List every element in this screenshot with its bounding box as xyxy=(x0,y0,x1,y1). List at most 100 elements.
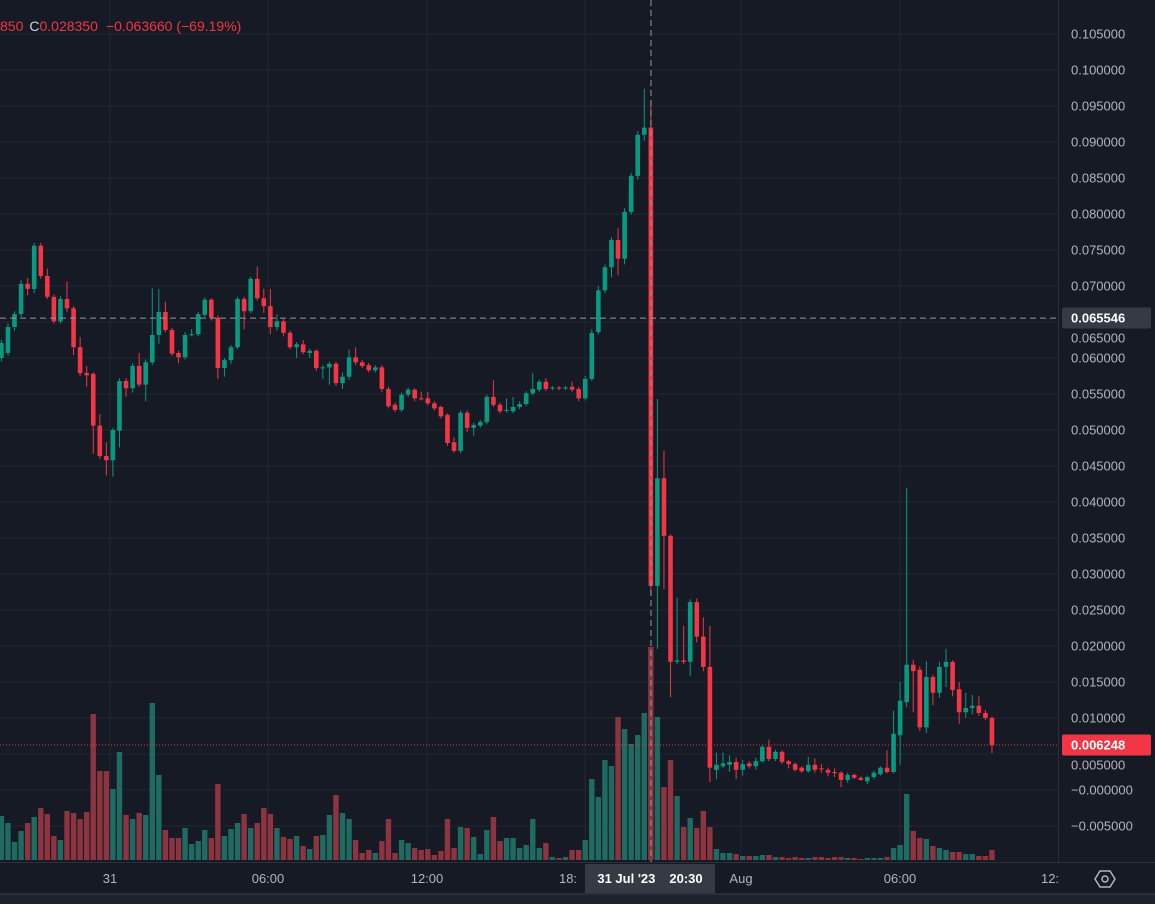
volume-bar xyxy=(149,703,155,860)
volume-bar xyxy=(241,814,247,860)
volume-bar xyxy=(70,813,77,860)
volume-bar xyxy=(949,852,956,860)
candle-body xyxy=(569,386,575,390)
candlestick-chart[interactable] xyxy=(0,0,1058,862)
candle-body xyxy=(805,764,811,772)
volume-bar xyxy=(261,808,267,860)
candle-body xyxy=(812,764,818,770)
price-tick: 0.040000 xyxy=(1071,494,1126,510)
price-tick: −0.005000 xyxy=(1071,818,1133,834)
volume-bar xyxy=(923,839,930,860)
volume-bar xyxy=(956,852,962,860)
volume-bar xyxy=(208,838,215,860)
price-tick: 0.010000 xyxy=(1071,710,1126,726)
volume-bar xyxy=(976,856,982,860)
volume-bar xyxy=(654,717,661,860)
volume-bar xyxy=(31,817,37,860)
volume-bar xyxy=(11,842,18,860)
candle-body xyxy=(307,350,313,353)
volume-bar xyxy=(687,818,693,860)
volume-bar xyxy=(51,836,57,860)
volume-bar xyxy=(569,850,575,860)
candle-body xyxy=(871,772,877,778)
candle-body xyxy=(504,409,509,411)
candle-body xyxy=(497,404,503,412)
volume-bar xyxy=(5,823,11,860)
candle-body xyxy=(582,378,588,399)
legend-low-partial: 850 xyxy=(0,18,24,34)
candle-body xyxy=(668,535,673,662)
volume-bar xyxy=(805,858,811,860)
volume-bar xyxy=(195,841,201,860)
candle-body xyxy=(241,298,247,312)
candle-body xyxy=(254,278,260,299)
candle-body xyxy=(589,332,595,379)
volume-bar xyxy=(680,827,687,860)
candle-body xyxy=(333,363,339,384)
candle-body xyxy=(300,344,306,353)
crosshair-time: 20:30 xyxy=(669,871,703,886)
candle-body xyxy=(983,712,988,718)
time-axis[interactable]: 31 06:00 12:00 18: Aug 06:00 12: 31 Jul … xyxy=(0,862,1155,894)
volume-bar xyxy=(785,858,792,860)
candle-body xyxy=(615,239,621,259)
volume-bar xyxy=(392,853,398,860)
volume-bar xyxy=(103,771,110,860)
candle-body xyxy=(648,127,654,586)
time-tick: 12:00 xyxy=(410,871,444,886)
volume-bar xyxy=(851,858,857,860)
candle-body xyxy=(58,298,63,322)
price-tick: 0.005000 xyxy=(1071,757,1126,773)
volume-bar xyxy=(254,823,260,860)
candle-body xyxy=(878,767,883,775)
price-tick: 0.030000 xyxy=(1071,566,1126,582)
candle-body xyxy=(661,478,667,536)
volume-bar xyxy=(411,848,418,860)
price-axis[interactable]: 0.105000 0.100000 0.095000 0.090000 0.085000… xyxy=(1058,0,1155,862)
candle-body xyxy=(313,350,319,369)
candle-body xyxy=(235,298,240,348)
candle-body xyxy=(655,478,660,586)
volume-bar xyxy=(425,849,431,860)
candle-body xyxy=(609,239,614,268)
volume-bar xyxy=(38,808,44,860)
ohlc-legend: 850 C0.028350 −0.063660 (−69.19%) xyxy=(0,18,241,34)
chart-pane[interactable]: 850 C0.028350 −0.063660 (−69.19%) xyxy=(0,0,1058,862)
candle-body xyxy=(38,245,44,276)
volume-bar xyxy=(621,729,628,860)
volume-bar xyxy=(44,814,51,860)
price-tick: 0.070000 xyxy=(1071,278,1126,294)
volume-bar xyxy=(333,795,339,860)
gear-icon[interactable] xyxy=(1094,869,1116,889)
price-tick: 0.035000 xyxy=(1071,530,1126,546)
candle-body xyxy=(950,661,955,690)
candle-body xyxy=(989,718,995,746)
candle-body xyxy=(845,774,850,780)
candle-body xyxy=(359,362,365,366)
volume-bar xyxy=(497,841,503,860)
candle-body xyxy=(543,381,549,389)
volume-bar xyxy=(162,830,169,860)
volume-bar xyxy=(844,858,851,860)
candle-body xyxy=(169,329,175,354)
candle-body xyxy=(176,352,181,358)
candle-body xyxy=(294,344,299,348)
volume-bar xyxy=(418,850,424,860)
candle-body xyxy=(799,767,805,772)
volume-bar xyxy=(575,850,582,860)
volume-bar xyxy=(18,831,24,860)
bottom-scrollbar xyxy=(0,893,1155,904)
volume-bar xyxy=(156,775,162,860)
candle-body xyxy=(484,396,490,423)
price-tick: 0.050000 xyxy=(1071,422,1126,438)
candle-body xyxy=(563,387,568,389)
volume-bar xyxy=(963,854,969,860)
candle-body xyxy=(189,334,194,336)
volume-bar xyxy=(608,766,615,860)
volume-bar xyxy=(877,858,884,860)
volume-bar xyxy=(346,819,352,860)
candle-body xyxy=(858,777,864,780)
candle-body xyxy=(477,422,483,426)
volume-bar xyxy=(523,845,529,860)
legend-close-value: 0.028350 xyxy=(39,18,98,34)
